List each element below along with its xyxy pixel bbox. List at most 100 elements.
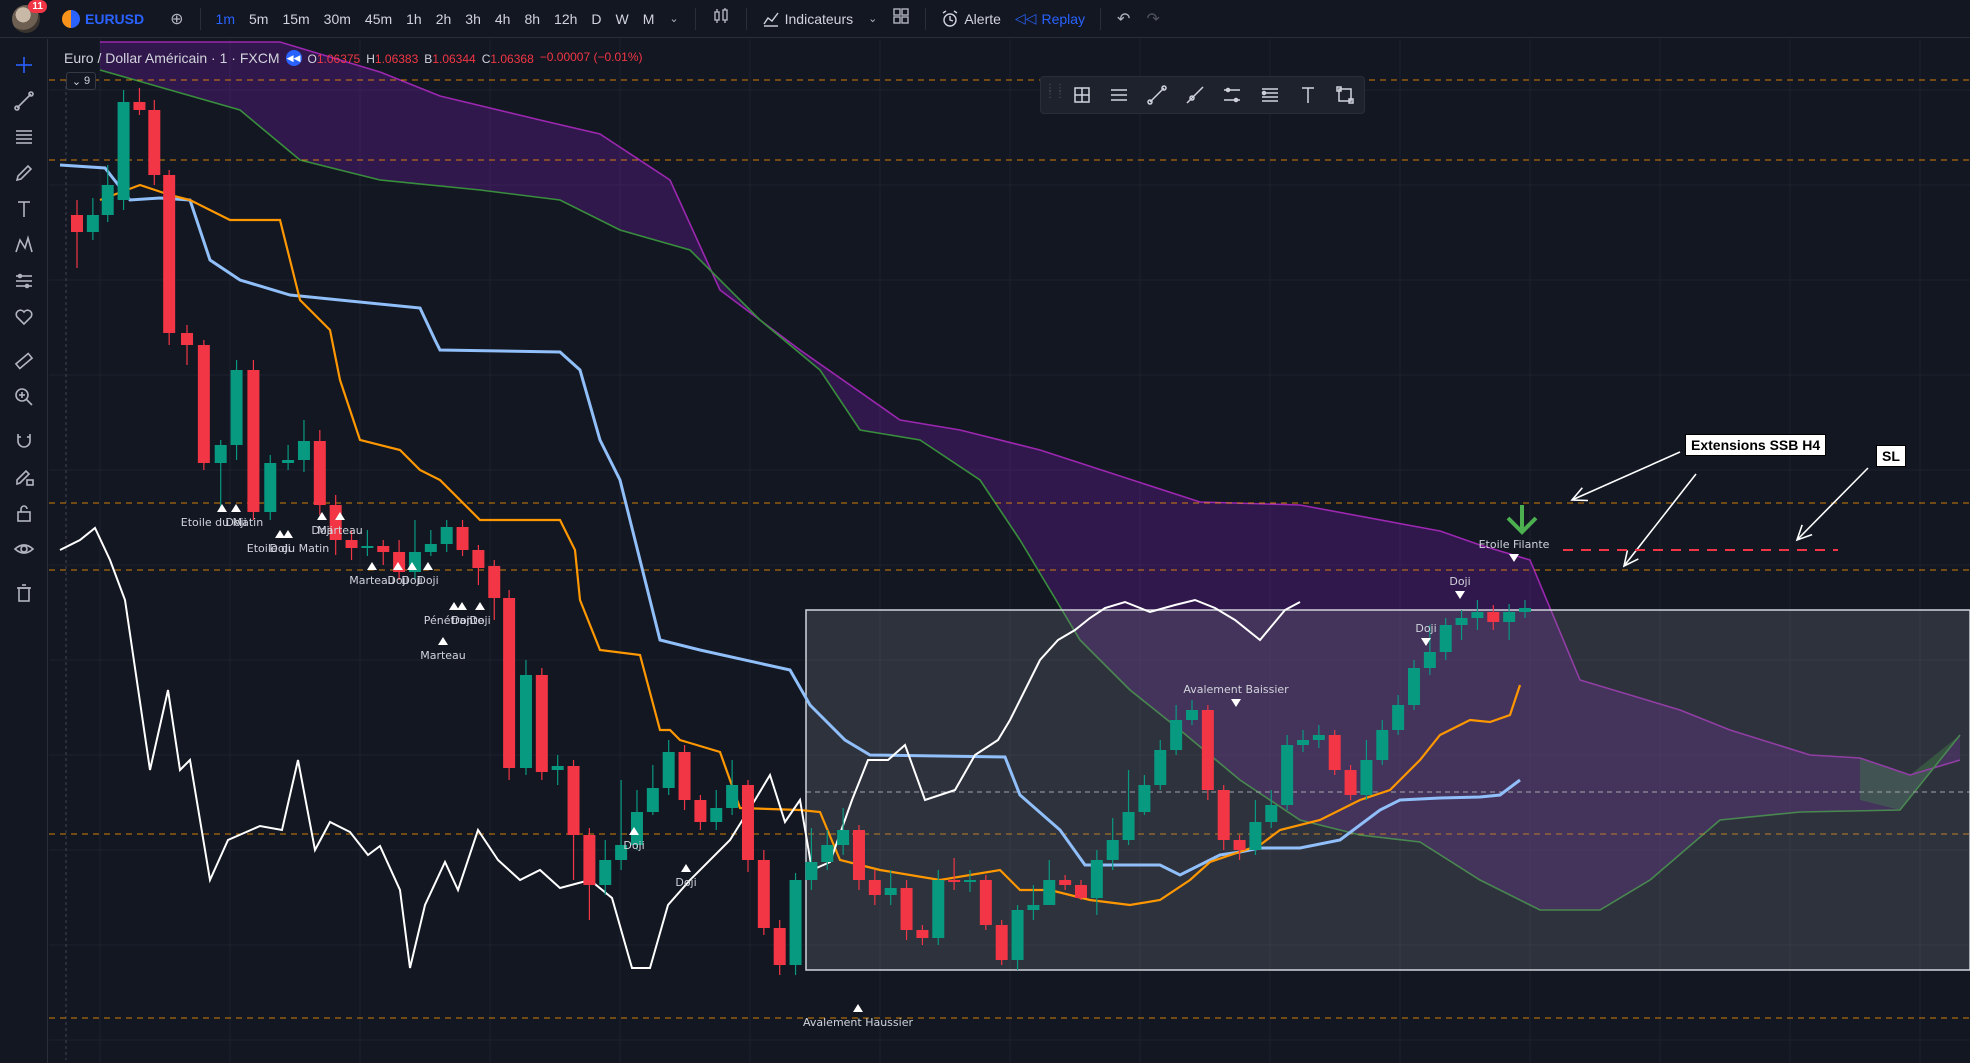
timeframe-30m[interactable]: 30m bbox=[323, 10, 351, 27]
tb-text-button[interactable] bbox=[1289, 80, 1327, 110]
tb-lines-button[interactable] bbox=[1101, 80, 1139, 110]
candle-body bbox=[662, 752, 675, 788]
replay-mode-icon[interactable]: ◀◀ bbox=[285, 50, 302, 66]
tb-template-button[interactable] bbox=[1063, 80, 1101, 110]
arrow-to-extension-1 bbox=[1570, 451, 1681, 502]
tb-channel-button[interactable] bbox=[1214, 80, 1252, 110]
timeframe-12h[interactable]: 12h bbox=[554, 10, 578, 27]
redo-icon[interactable]: ↷ bbox=[1146, 10, 1160, 28]
hide-drawings-tool[interactable] bbox=[0, 531, 48, 567]
brush-tool[interactable] bbox=[0, 155, 48, 191]
prediction-tool[interactable] bbox=[0, 263, 48, 299]
candle-body bbox=[1185, 710, 1198, 720]
triangle-up-icon bbox=[335, 512, 345, 520]
candle-body bbox=[1281, 745, 1294, 805]
candle-body bbox=[313, 441, 326, 505]
text-tool[interactable] bbox=[0, 191, 48, 227]
timeframe-45m[interactable]: 45m bbox=[364, 10, 393, 27]
toolbar-divider bbox=[925, 7, 927, 30]
zoom-tool[interactable] bbox=[0, 379, 48, 415]
candle-body bbox=[1201, 710, 1214, 790]
drag-handle-icon[interactable]: ⋮⋮ ⋮⋮ bbox=[1045, 83, 1065, 100]
timeframe-m[interactable]: M bbox=[642, 10, 655, 27]
crosshair-tool[interactable] bbox=[0, 47, 48, 83]
candle bbox=[1281, 735, 1294, 810]
candle-body bbox=[1487, 612, 1500, 622]
magnet-tool[interactable] bbox=[0, 423, 48, 459]
ruler-icon bbox=[14, 352, 34, 370]
lock-drawings-tool[interactable] bbox=[0, 495, 48, 531]
replay-button[interactable]: ◁◁ Replay bbox=[1008, 10, 1092, 27]
timeframe-1h[interactable]: 1h bbox=[406, 10, 422, 27]
pattern-icon bbox=[15, 235, 33, 253]
stop-loss-callout[interactable]: SL bbox=[1876, 445, 1906, 467]
timeframe-8h[interactable]: 8h bbox=[524, 10, 541, 27]
candle-body bbox=[741, 785, 754, 860]
candle bbox=[117, 90, 130, 210]
trend-line-icon bbox=[1147, 85, 1167, 105]
alert-label: Alerte bbox=[964, 10, 1001, 27]
tb-trendline-button[interactable] bbox=[1138, 80, 1176, 110]
ohlc-values: O1.06375 H1.06383 B1.06344 C1.06368 −0.0… bbox=[308, 50, 643, 66]
alert-button[interactable]: Alerte bbox=[934, 9, 1008, 28]
indicators-collapse-button[interactable]: ⌄ 9 bbox=[66, 72, 96, 90]
candle-body bbox=[264, 463, 277, 512]
arrow-head bbox=[1622, 550, 1639, 568]
chevron-down-icon[interactable]: ⌄ bbox=[868, 13, 878, 25]
favorites-tool[interactable] bbox=[0, 299, 48, 335]
replay-label: Replay bbox=[1041, 10, 1086, 27]
candle-body bbox=[1423, 652, 1436, 668]
symbol-title[interactable]: Euro / Dollar Américain · 1 · FXCM bbox=[64, 50, 280, 66]
candle bbox=[1360, 740, 1373, 800]
trend-line-tool[interactable] bbox=[0, 83, 48, 119]
candle-body bbox=[148, 110, 161, 175]
ichimoku-lines bbox=[59, 163, 1522, 969]
timeframe-2h[interactable]: 2h bbox=[435, 10, 452, 27]
fib-tool[interactable] bbox=[0, 119, 48, 155]
currency-flag-icon bbox=[62, 9, 80, 28]
timeframe-15m[interactable]: 15m bbox=[282, 10, 310, 27]
pattern-text: Doji bbox=[1449, 575, 1470, 588]
indicators-button[interactable]: Indicateurs bbox=[755, 10, 860, 28]
candle-body bbox=[440, 527, 453, 544]
user-avatar[interactable]: 11 bbox=[12, 0, 47, 33]
cloud-fill-bearish bbox=[100, 42, 1960, 910]
candle bbox=[583, 828, 596, 920]
candle-body bbox=[1296, 740, 1309, 745]
timeframe-4h[interactable]: 4h bbox=[494, 10, 511, 27]
candle-body bbox=[821, 845, 834, 862]
pattern-tool[interactable] bbox=[0, 227, 48, 263]
candle bbox=[678, 745, 691, 810]
candle bbox=[163, 170, 176, 345]
pattern-label: Marteau bbox=[317, 512, 363, 537]
low-label: B bbox=[424, 52, 433, 66]
tb-rectangle-button[interactable] bbox=[1326, 80, 1364, 110]
candle bbox=[662, 740, 675, 795]
user-drawings[interactable] bbox=[1506, 451, 1869, 568]
timeframe-d[interactable]: D bbox=[591, 10, 602, 27]
layouts-grid-icon[interactable] bbox=[885, 8, 917, 29]
remove-drawings-tool[interactable] bbox=[0, 575, 48, 611]
kijun-sen-line bbox=[59, 163, 1521, 877]
timeframe-3h[interactable]: 3h bbox=[465, 10, 481, 27]
candle-body bbox=[757, 860, 770, 928]
compare-symbol-icon[interactable]: ⊕ bbox=[170, 10, 184, 28]
candle-body bbox=[567, 766, 580, 835]
stay-in-drawing-tool[interactable] bbox=[0, 459, 48, 495]
candle-type-icon[interactable] bbox=[704, 7, 738, 30]
tb-ray-button[interactable] bbox=[1176, 80, 1214, 110]
senkou-span-a-line bbox=[99, 69, 1961, 911]
candle-body bbox=[1503, 612, 1516, 622]
extensions-ssb-callout[interactable]: Extensions SSB H4 bbox=[1685, 434, 1827, 456]
timeframe-1m[interactable]: 1m bbox=[215, 10, 235, 27]
measure-tool[interactable] bbox=[0, 343, 48, 379]
chevron-down-icon[interactable]: ⌄ bbox=[669, 13, 679, 25]
undo-icon[interactable]: ↶ bbox=[1117, 10, 1131, 28]
timeframe-w[interactable]: W bbox=[615, 10, 629, 27]
timeframe-5m[interactable]: 5m bbox=[248, 10, 269, 27]
symbol-search-button[interactable]: EURUSD bbox=[85, 10, 145, 27]
arrow-shaft bbox=[1571, 451, 1681, 501]
tb-fib-button[interactable] bbox=[1251, 80, 1289, 110]
candle-body bbox=[1027, 905, 1040, 910]
